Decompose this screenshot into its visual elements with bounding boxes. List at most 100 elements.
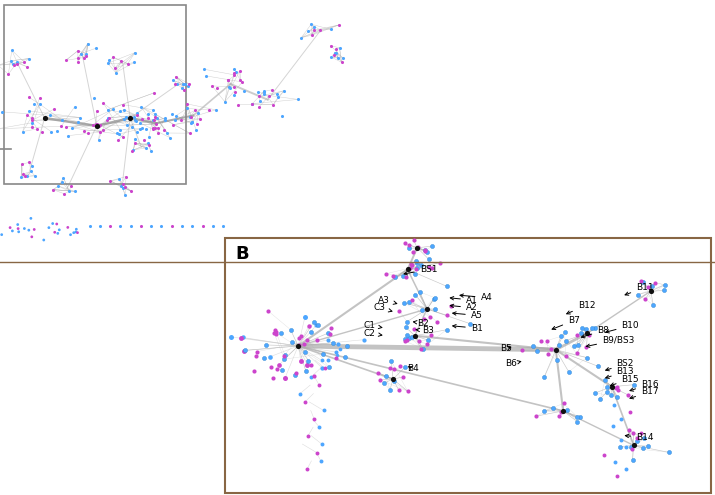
Point [152,129,163,137]
Point [113,130,124,138]
Point [401,336,413,344]
Point [555,408,566,416]
Point [341,342,352,350]
Text: B7: B7 [552,316,580,330]
Point [125,222,137,230]
Point [101,116,112,124]
Point [159,126,170,134]
Point [117,100,129,108]
Point [139,137,150,145]
Point [292,342,304,349]
Point [334,44,345,52]
Point [397,373,408,381]
Point [393,386,405,394]
Point [12,221,24,229]
Point [659,287,670,295]
Point [31,125,43,133]
Point [323,363,335,371]
Point [34,100,45,108]
Point [201,72,212,80]
Point [408,248,419,255]
Point [271,90,282,98]
Point [187,118,198,126]
Point [170,73,182,81]
Point [400,323,412,331]
Point [308,318,320,326]
Point [186,118,197,126]
Point [419,246,430,254]
Point [267,100,279,108]
Point [109,64,120,72]
Text: B10: B10 [606,321,639,333]
Point [26,114,38,122]
Text: B14: B14 [626,433,654,442]
Point [143,141,154,149]
Point [589,389,601,397]
Point [560,352,571,360]
Point [184,113,195,121]
Point [639,295,651,303]
Point [607,422,618,430]
Point [192,109,204,117]
Text: B6: B6 [505,359,521,368]
Point [115,182,127,190]
Point [114,126,126,134]
Point [315,457,327,465]
Point [277,366,288,374]
Point [418,345,429,352]
Point [159,114,171,122]
Point [0,125,4,133]
Point [247,100,258,108]
Point [19,58,30,66]
Point [305,328,317,336]
Point [238,346,250,354]
Point [44,111,56,119]
Point [207,82,218,90]
Point [325,42,336,50]
Point [25,214,36,222]
Point [18,170,29,178]
Text: B17: B17 [630,388,659,399]
Point [19,172,31,180]
Point [616,415,627,423]
Point [531,346,542,354]
Point [415,346,427,353]
Point [404,264,415,272]
Point [388,272,399,280]
Point [229,91,240,99]
Point [235,67,246,75]
Point [0,61,4,69]
Point [599,376,611,384]
Point [164,134,176,142]
Point [103,114,114,122]
Point [149,116,160,124]
Point [136,125,147,133]
Point [6,47,18,54]
Text: B11: B11 [625,283,654,295]
Point [178,86,189,94]
Point [330,46,342,53]
Point [302,432,314,440]
Point [26,233,37,241]
Point [145,222,157,230]
Point [129,116,141,124]
Point [574,413,586,421]
Point [21,63,33,71]
Point [225,333,237,341]
Point [419,247,430,255]
Point [280,374,291,382]
Point [98,99,109,107]
Point [268,329,280,337]
Point [637,445,649,452]
Point [0,231,7,239]
Point [553,342,565,349]
Point [175,116,187,124]
Point [58,174,69,182]
Point [583,331,594,339]
Point [610,384,621,392]
Point [423,255,435,263]
Point [314,423,325,431]
Point [129,49,141,56]
Point [120,173,132,181]
Point [203,106,214,114]
